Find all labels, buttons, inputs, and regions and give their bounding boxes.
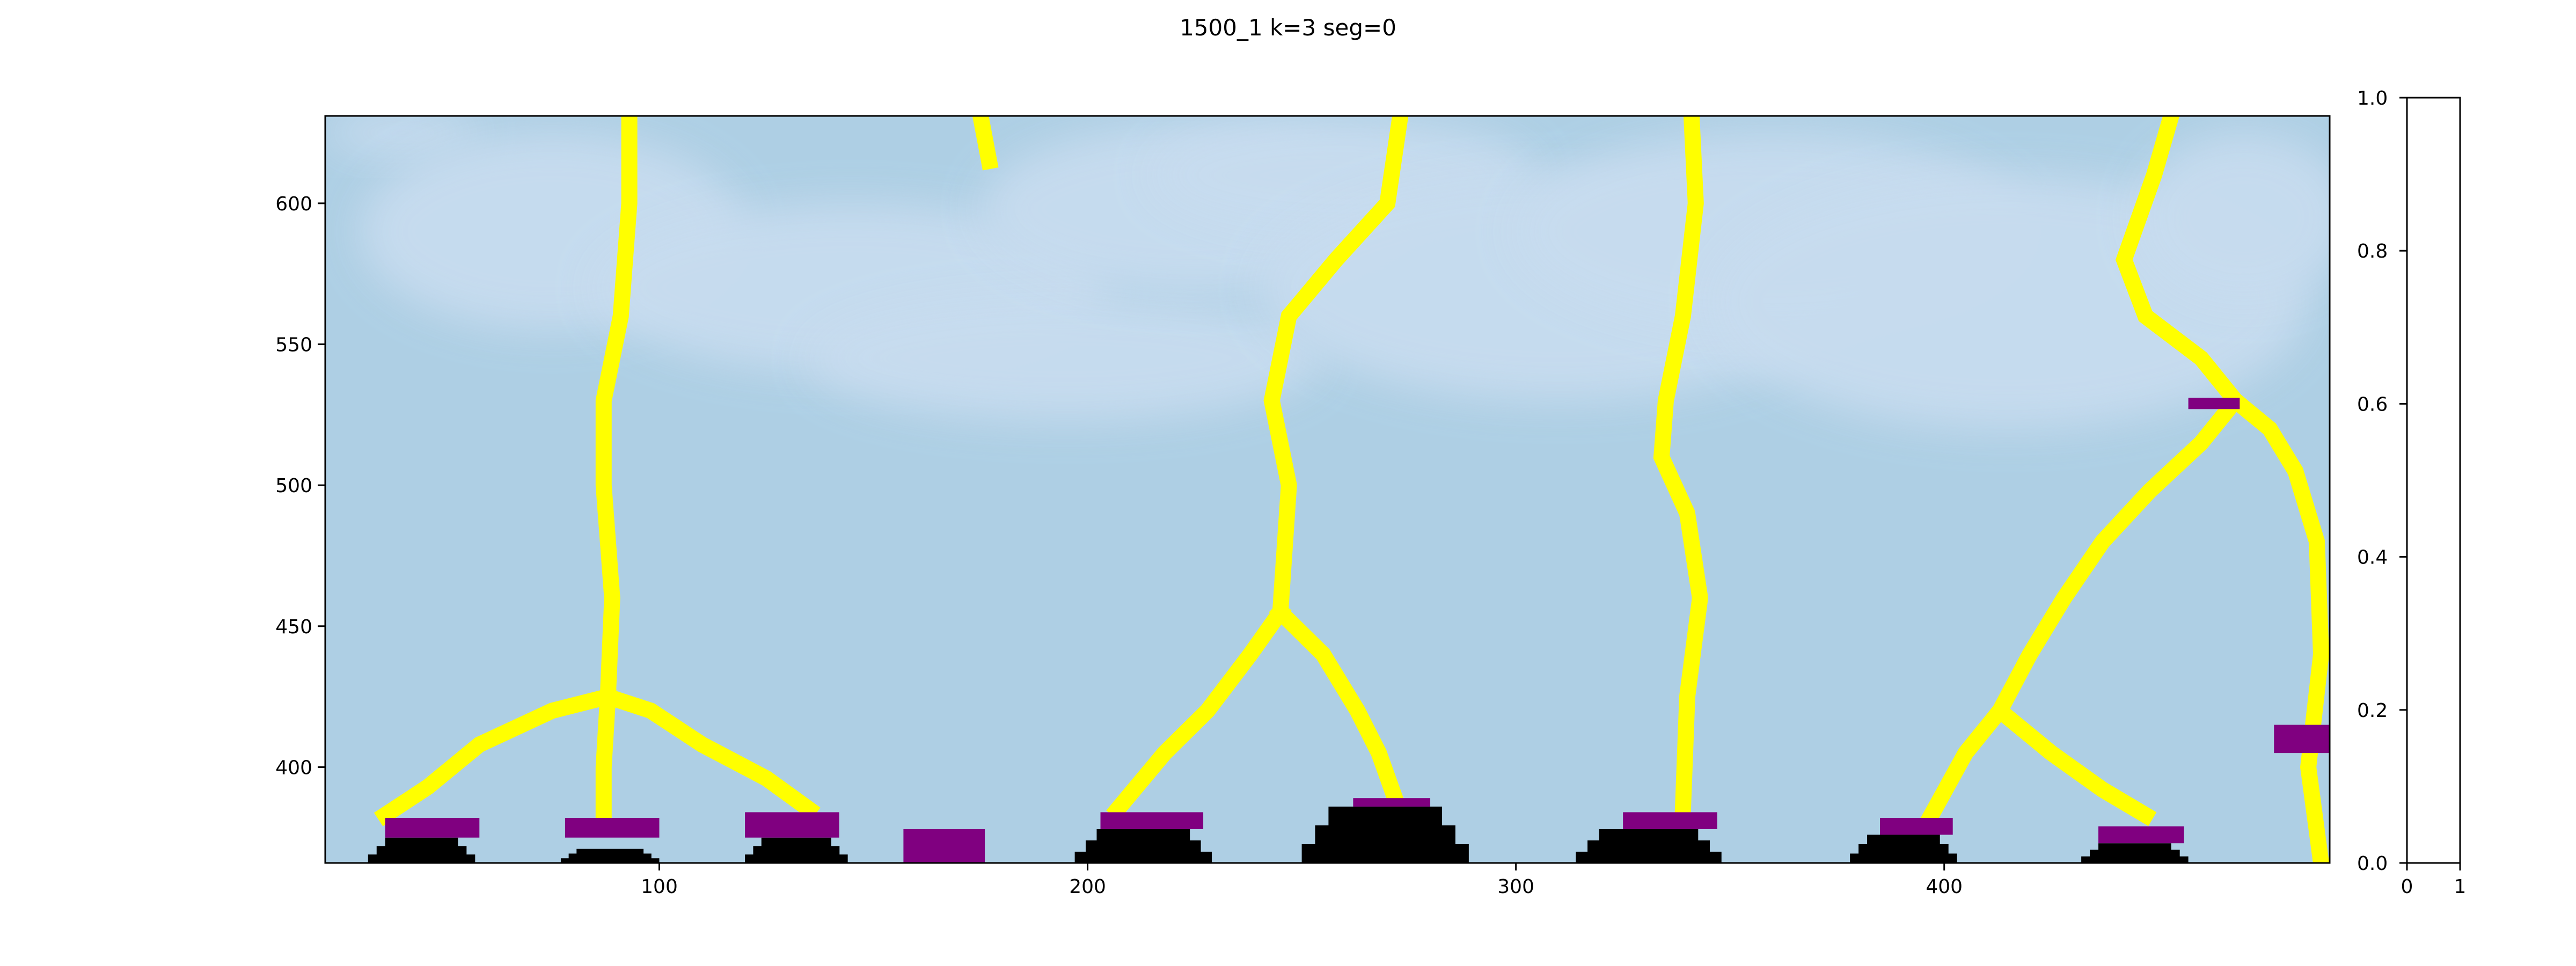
cap-block <box>2098 826 2184 844</box>
side-y-tick-label: 0.4 <box>2357 547 2388 569</box>
side-x-tick-label: 1 <box>2454 876 2467 898</box>
boundary-line <box>1988 699 2157 826</box>
boundary-line <box>595 116 638 705</box>
y-tick-label: 500 <box>275 475 312 497</box>
base-block <box>2090 850 2180 857</box>
boundary-line <box>1653 116 1708 818</box>
x-tick-label: 200 <box>1069 876 1106 898</box>
side-y-tick-label: 0.2 <box>2357 700 2388 722</box>
main-axes: 100 200 300 400 400 450 500 550 600 <box>275 115 2331 898</box>
base-block <box>1858 844 1949 854</box>
base-block <box>1086 840 1201 852</box>
base-blocks <box>368 806 2189 863</box>
side-y-tick-label: 0.0 <box>2357 853 2388 875</box>
boundary-line <box>374 686 618 826</box>
plot-frame <box>324 115 2331 864</box>
base-block <box>1599 829 1699 841</box>
base-block <box>1096 829 1190 841</box>
base-block <box>745 854 848 863</box>
boundary-line <box>1989 389 2247 722</box>
light-region <box>2136 133 2330 302</box>
base-block <box>568 853 652 859</box>
x-tick-label: 400 <box>1926 876 1963 898</box>
side-y-tick-label: 1.0 <box>2357 87 2388 109</box>
y-tick-label: 550 <box>275 334 312 356</box>
base-block <box>1867 835 1940 845</box>
boundary-line <box>1269 601 1407 811</box>
base-block <box>368 854 475 863</box>
light-regions <box>325 116 2330 429</box>
base-block <box>1301 844 1469 863</box>
boundary-line <box>2224 389 2330 863</box>
boundary-line <box>1263 116 1409 621</box>
boundary-line <box>595 688 617 823</box>
chart-title: 1500_1 k=3 seg=0 <box>1180 14 1396 41</box>
cap-block <box>2274 724 2330 753</box>
side-y-axis: 0.0 0.2 0.4 0.6 0.8 1.0 <box>2357 87 2407 875</box>
base-block <box>1315 825 1455 845</box>
cap-block <box>1353 798 1431 807</box>
x-tick-label: 100 <box>641 876 678 898</box>
x-tick-label: 300 <box>1497 876 1534 898</box>
y-tick-label: 450 <box>275 616 312 638</box>
base-block <box>1074 851 1212 863</box>
side-x-axis: 0 1 <box>2401 863 2467 898</box>
boundary-line <box>972 116 999 171</box>
cap-block <box>1100 812 1204 829</box>
x-axis: 100 200 300 400 <box>641 863 1963 898</box>
base-block <box>1576 851 1722 863</box>
boundary-line <box>1106 601 1292 821</box>
base-block <box>761 837 832 847</box>
boundary-line <box>1920 699 2011 826</box>
base-block <box>1587 840 1710 852</box>
y-tick-label: 400 <box>275 757 312 779</box>
base-block <box>385 837 458 847</box>
base-block <box>2081 856 2189 863</box>
base-block <box>2098 843 2171 851</box>
base-block <box>560 858 660 863</box>
y-tick-label: 600 <box>275 193 312 215</box>
side-axes: 0 1 0.0 0.2 0.4 0.6 0.8 1.0 <box>2357 87 2466 898</box>
side-x-tick-label: 0 <box>2401 876 2413 898</box>
base-block <box>1850 853 1957 863</box>
cap-blocks <box>385 398 2330 863</box>
cap-block <box>1623 812 1717 829</box>
cap-block <box>1880 817 1953 835</box>
base-block <box>753 846 840 855</box>
side-plot-frame <box>2406 97 2461 864</box>
cap-block <box>385 817 480 838</box>
cap-block <box>903 829 985 863</box>
side-y-tick-label: 0.8 <box>2357 240 2388 262</box>
side-y-tick-label: 0.6 <box>2357 393 2388 415</box>
cap-block <box>2188 398 2240 409</box>
base-block <box>376 846 467 855</box>
light-region <box>325 116 480 156</box>
cap-block <box>565 817 660 838</box>
cap-block <box>745 812 839 838</box>
boundary-lines <box>374 116 2330 863</box>
light-region <box>809 296 1323 421</box>
base-block <box>576 848 644 854</box>
base-block <box>1328 806 1443 826</box>
boundary-line <box>597 686 821 821</box>
y-axis: 400 450 500 550 600 <box>275 193 325 779</box>
boundary-line <box>2115 116 2247 412</box>
